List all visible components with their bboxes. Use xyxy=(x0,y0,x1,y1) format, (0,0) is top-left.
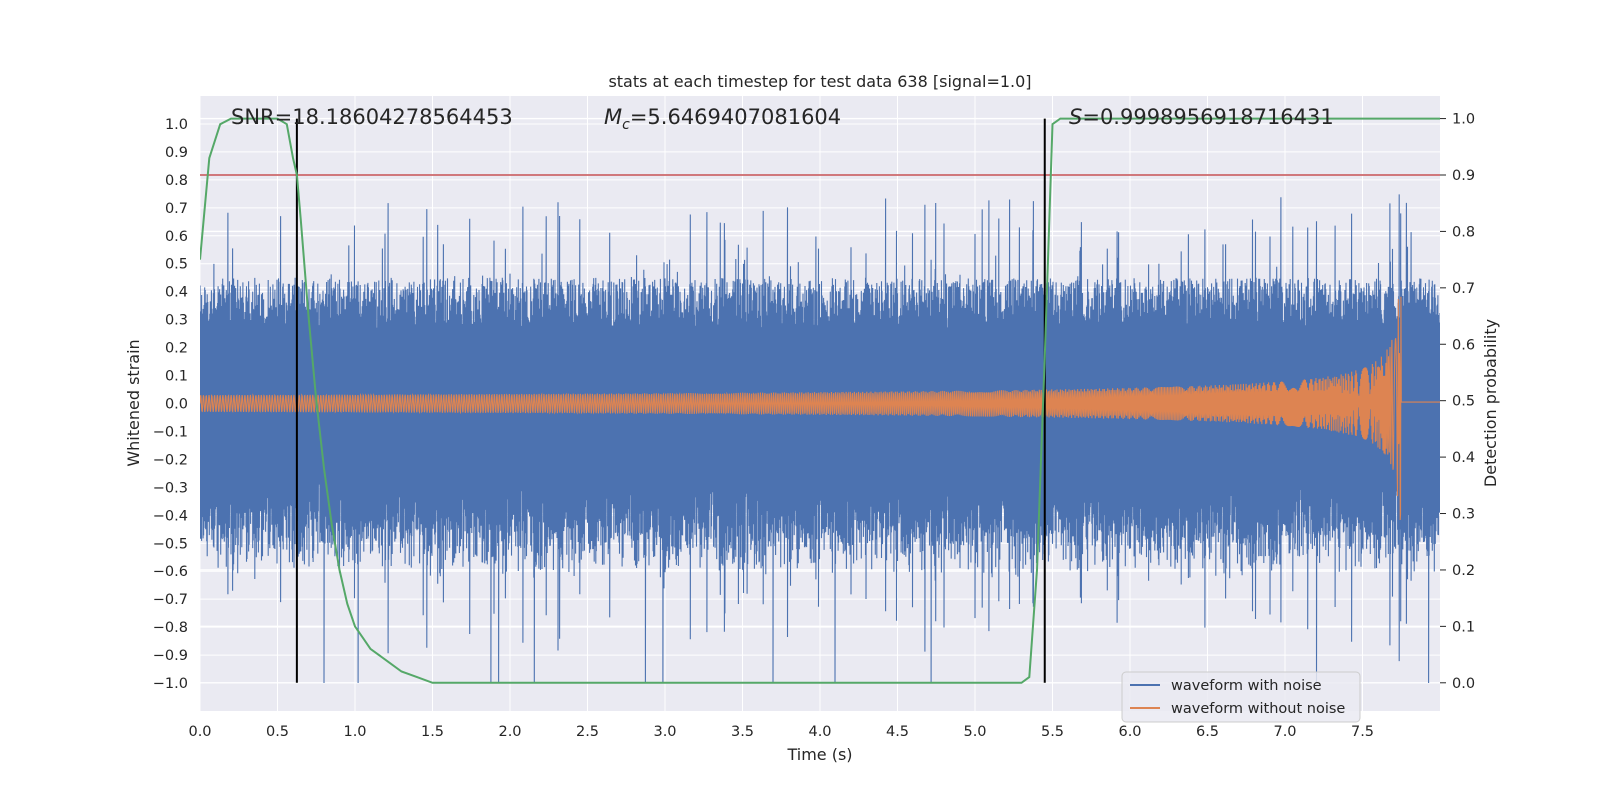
legend-box xyxy=(1121,671,1361,723)
y-axis-ticks: 1.0 0.9 0.8 0.7 0.6 0.5 0.4 0.3 0.2 0.1 0.0 −0.1 −0.… xyxy=(153,117,188,692)
y-tick-label: 0.7 xyxy=(165,201,188,217)
x-tick-label: 6.0 xyxy=(1118,724,1141,740)
snr-annotation: SNR=18.18604278564453 xyxy=(231,105,513,129)
chirp-mass-subscript: c xyxy=(622,117,630,133)
chirp-mass-annotation: Mc=5.6469407081604 xyxy=(604,105,841,133)
s-value: =0.9998956918716431 xyxy=(1082,105,1333,129)
chirp-mass-symbol: M xyxy=(604,105,622,129)
y-tick-label: 0.6 xyxy=(165,229,188,245)
y-tick-label: −0.1 xyxy=(153,424,188,440)
y-tick-label: −0.4 xyxy=(153,508,188,524)
y2-tick-label: 0.3 xyxy=(1452,507,1475,523)
y-tick-label: 0.8 xyxy=(165,173,188,189)
x-axis-label: Time (s) xyxy=(786,745,852,764)
chirp-mass-value: =5.6469407081604 xyxy=(630,105,841,129)
x-axis-ticks: 0.0 0.5 1.0 1.5 2.0 2.5 3.0 3.5 4.0 4.5 5.0 5.5 6.0 6… xyxy=(188,724,1374,740)
x-tick-label: 0.0 xyxy=(188,724,211,740)
y2-tick-label: 0.8 xyxy=(1452,224,1475,240)
y-tick-label: 1.0 xyxy=(165,117,188,133)
y2-tick-label: 0.4 xyxy=(1452,450,1475,466)
y-tick-label: −0.3 xyxy=(153,480,188,496)
y-tick-label: 0.3 xyxy=(165,313,188,329)
y2-tick-label: 0.1 xyxy=(1452,619,1475,635)
y2-tick-label: 0.5 xyxy=(1452,394,1475,410)
x-tick-label: 7.5 xyxy=(1351,724,1374,740)
noise-waveform-series xyxy=(200,194,1440,684)
y-tick-label: 0.4 xyxy=(165,285,188,301)
y-tick-label: −1.0 xyxy=(153,676,188,692)
chart-title: stats at each timestep for test data 638… xyxy=(608,72,1031,91)
s-symbol: S xyxy=(1069,105,1082,129)
y2-tick-label: 1.0 xyxy=(1452,112,1475,128)
y2-tick-label: 0.0 xyxy=(1452,676,1475,692)
clean-waveform-series xyxy=(200,296,1440,521)
legend-label-clean: waveform without noise xyxy=(1171,701,1345,717)
x-tick-label: 5.0 xyxy=(963,724,986,740)
legend-label-noise: waveform with noise xyxy=(1171,678,1322,694)
y-tick-label: 0.2 xyxy=(165,341,188,357)
x-tick-label: 4.0 xyxy=(808,724,831,740)
detection-probability-series xyxy=(200,117,1440,684)
x-tick-label: 2.5 xyxy=(576,724,599,740)
s-annotation: S=0.9998956918716431 xyxy=(1069,105,1334,129)
x-tick-label: 1.5 xyxy=(421,724,444,740)
y-tick-label: 0.5 xyxy=(165,257,188,273)
x-tick-label: 6.5 xyxy=(1196,724,1219,740)
x-tick-label: 5.5 xyxy=(1041,724,1064,740)
x-tick-label: 0.5 xyxy=(266,724,289,740)
x-tick-label: 3.5 xyxy=(731,724,754,740)
y-tick-label: −0.2 xyxy=(153,452,188,468)
y2-tick-label: 0.7 xyxy=(1452,281,1475,297)
y-tick-label: −0.7 xyxy=(153,592,188,608)
y-tick-label: −0.6 xyxy=(153,564,188,580)
x-tick-label: 4.5 xyxy=(886,724,909,740)
y2-axis-ticks: 1.0 0.9 0.8 0.7 0.6 0.5 0.4 0.3 0.2 0.1 0.0 xyxy=(1440,112,1475,692)
y-tick-label: −0.9 xyxy=(153,648,188,664)
x-tick-label: 7.0 xyxy=(1273,724,1296,740)
x-tick-label: 3.0 xyxy=(653,724,676,740)
y-tick-label: 0.1 xyxy=(165,369,188,385)
y2-tick-label: 0.2 xyxy=(1452,563,1475,579)
y-tick-label: 0.0 xyxy=(165,397,188,413)
y-tick-label: −0.8 xyxy=(153,620,188,636)
y2-tick-label: 0.9 xyxy=(1452,168,1475,184)
x-tick-label: 1.0 xyxy=(343,724,366,740)
y-tick-label: −0.5 xyxy=(153,536,188,552)
legend: waveform with noise waveform without noi… xyxy=(1121,671,1361,723)
y-axis-label: Whitened strain xyxy=(124,339,143,466)
y-tick-label: 0.9 xyxy=(165,145,188,161)
y2-axis-label: Detection probability xyxy=(1481,319,1500,487)
x-tick-label: 2.0 xyxy=(498,724,521,740)
y2-tick-label: 0.6 xyxy=(1452,337,1475,353)
